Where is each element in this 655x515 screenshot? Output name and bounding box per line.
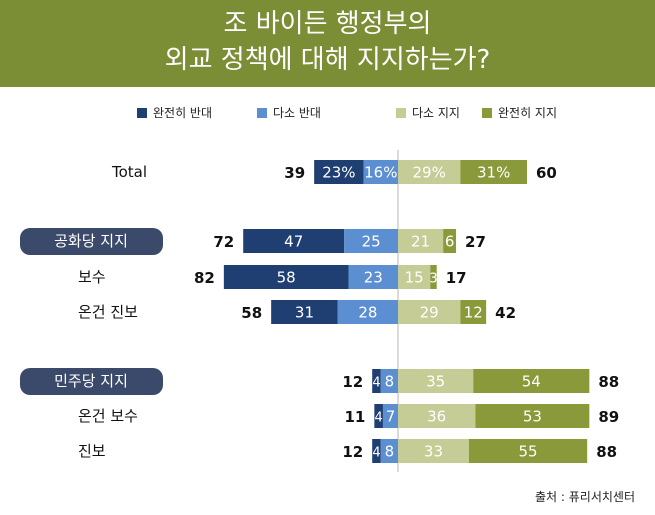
oppose-total-label: 58: [241, 304, 262, 322]
label-strong-oppose: 23%: [322, 164, 355, 182]
bar-strong-oppose: [372, 439, 381, 463]
legend-item-strong-support: 완전히 지지: [482, 104, 557, 121]
bar-some-oppose: [348, 265, 398, 289]
label-strong-oppose: 4: [372, 446, 380, 461]
label-strong-oppose: 58: [277, 269, 296, 287]
source-note: 출처 : 퓨리서치센터: [535, 490, 635, 504]
chart-title-line1: 조 바이든 행정부의: [223, 9, 432, 39]
bar-some-oppose: [380, 369, 398, 393]
bar-strong-oppose: [314, 160, 364, 184]
oppose-total-label: 12: [342, 373, 363, 391]
bar-strong-support: [473, 369, 590, 393]
label-some-support: 29: [420, 304, 439, 322]
bar-strong-oppose: [223, 265, 349, 289]
support-total-label: 27: [465, 233, 486, 251]
group-header-pill: [20, 228, 163, 255]
legend-label: 다소 반대: [273, 106, 321, 120]
label-some-oppose: 8: [385, 373, 395, 391]
label-some-oppose: 7: [386, 408, 396, 426]
bar-strong-oppose: [372, 369, 381, 393]
oppose-total-label: 11: [344, 408, 365, 426]
bar-some-oppose: [344, 229, 398, 253]
bar-strong-support: [443, 229, 457, 253]
chart-title-banner: 조 바이든 행정부의 외교 정책에 대해 지지하는가?: [0, 0, 655, 87]
legend-swatch: [137, 107, 147, 118]
legend-label: 완전히 반대: [153, 106, 213, 120]
chart-legend: 완전히 반대 다소 반대 다소 지지 완전히 지지: [0, 104, 655, 122]
label-some-support: 33: [424, 443, 443, 461]
label-some-support: 36: [427, 408, 446, 426]
oppose-total-label: 72: [213, 233, 234, 251]
label-some-oppose: 28: [358, 304, 377, 322]
bar-some-support: [398, 439, 469, 463]
legend-item-some-support: 다소 지지: [396, 104, 460, 121]
bar-strong-oppose: [271, 300, 338, 324]
label-some-support: 29%: [413, 164, 446, 182]
bar-some-support: [398, 265, 431, 289]
group-header-pill: [20, 368, 163, 395]
legend-swatch: [257, 107, 267, 118]
bar-strong-support: [460, 160, 527, 184]
label-some-support: 15: [405, 269, 424, 287]
label-strong-oppose: 31: [295, 304, 314, 322]
label-strong-support: 54: [522, 373, 541, 391]
legend-swatch: [482, 107, 492, 118]
legend-item-strong-oppose: 완전히 반대: [137, 104, 212, 121]
bar-some-oppose: [363, 160, 398, 184]
bar-some-support: [398, 160, 461, 184]
bar-strong-support: [430, 265, 437, 289]
bar-some-support: [398, 404, 476, 428]
group-header-label: 민주당 지지: [54, 372, 128, 390]
bar-some-oppose: [380, 439, 398, 463]
label-strong-oppose: 4: [372, 376, 380, 391]
legend-label: 다소 지지: [412, 106, 460, 120]
label-some-support: 35: [426, 373, 445, 391]
bar-some-support: [398, 229, 444, 253]
group-header-label: 공화당 지지: [54, 232, 128, 250]
legend-item-some-oppose: 다소 반대: [257, 104, 321, 121]
legend-swatch: [396, 107, 406, 118]
bar-strong-support: [475, 404, 590, 428]
label-some-oppose: 8: [385, 443, 395, 461]
support-total-label: 42: [495, 304, 516, 322]
label-strong-support: 6: [445, 233, 455, 251]
row-label: Total: [111, 163, 147, 181]
bar-strong-support: [468, 439, 588, 463]
legend-label: 완전히 지지: [498, 106, 558, 120]
chart-title-line2: 외교 정책에 대해 지지하는가?: [164, 45, 491, 75]
row-label: 보수: [78, 268, 106, 286]
support-total-label: 88: [596, 443, 617, 461]
label-strong-support: 55: [519, 443, 538, 461]
label-strong-oppose: 4: [375, 411, 383, 426]
label-strong-support: 3: [429, 272, 437, 287]
oppose-total-label: 12: [342, 443, 363, 461]
bar-strong-oppose: [243, 229, 345, 253]
row-label: 진보: [78, 442, 106, 460]
bar-strong-oppose: [374, 404, 383, 428]
support-total-label: 17: [446, 269, 467, 287]
bar-some-support: [398, 300, 461, 324]
label-some-oppose: 25: [362, 233, 381, 251]
oppose-total-label: 82: [194, 269, 215, 287]
support-total-label: 89: [598, 408, 619, 426]
row-label: 온건 보수: [78, 407, 138, 425]
label-strong-support: 31%: [477, 164, 510, 182]
support-total-label: 60: [536, 164, 557, 182]
label-strong-oppose: 47: [284, 233, 303, 251]
bar-some-oppose: [382, 404, 398, 428]
label-some-oppose: 16%: [364, 164, 397, 182]
bar-strong-support: [460, 300, 487, 324]
label-some-support: 21: [411, 233, 430, 251]
label-strong-support: 53: [523, 408, 542, 426]
support-total-label: 88: [598, 373, 619, 391]
oppose-total-label: 39: [284, 164, 305, 182]
row-label: 온건 진보: [78, 303, 138, 321]
label-some-oppose: 23: [364, 269, 383, 287]
label-strong-support: 12: [464, 304, 483, 322]
bar-some-oppose: [337, 300, 398, 324]
bar-some-support: [398, 369, 474, 393]
